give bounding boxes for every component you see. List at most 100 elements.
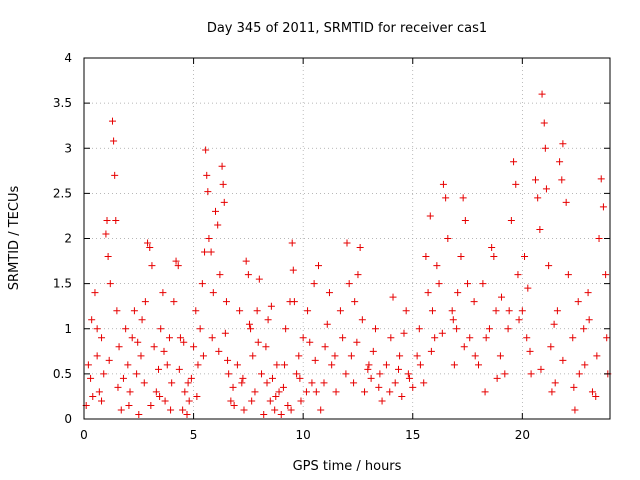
data-point — [442, 194, 450, 202]
data-point — [524, 284, 532, 292]
data-point — [306, 338, 314, 346]
data-point — [180, 338, 188, 346]
data-point — [438, 329, 446, 337]
data-point — [321, 343, 329, 351]
data-point — [460, 343, 468, 351]
data-point — [167, 406, 175, 414]
data-point — [328, 361, 336, 369]
data-point — [542, 185, 550, 193]
data-point — [281, 361, 289, 369]
data-point — [350, 379, 358, 387]
data-point — [537, 365, 545, 373]
data-point — [369, 347, 377, 355]
data-point — [479, 280, 487, 288]
data-point — [88, 316, 96, 324]
data-point — [485, 325, 493, 333]
data-point — [277, 410, 285, 418]
data-point — [320, 379, 328, 387]
data-point — [238, 379, 246, 387]
data-point — [599, 203, 607, 211]
data-point — [413, 352, 421, 360]
data-point — [523, 334, 531, 342]
data-point — [289, 266, 297, 274]
data-point — [196, 325, 204, 333]
data-point — [104, 253, 112, 261]
data-point — [272, 392, 280, 400]
data-point — [254, 338, 262, 346]
data-point — [339, 334, 347, 342]
data-point — [558, 176, 566, 184]
data-point — [574, 298, 582, 306]
data-point — [141, 298, 149, 306]
data-point — [536, 225, 544, 233]
data-point — [175, 365, 183, 373]
data-point — [571, 406, 579, 414]
data-point — [184, 379, 192, 387]
data-point — [325, 289, 333, 297]
data-point — [559, 140, 567, 148]
data-point — [156, 392, 164, 400]
data-point — [207, 248, 215, 256]
data-point — [581, 361, 589, 369]
data-point — [312, 388, 320, 396]
data-point — [163, 361, 171, 369]
data-point — [106, 280, 114, 288]
data-point — [161, 397, 169, 405]
data-point — [98, 334, 106, 342]
data-point — [124, 361, 132, 369]
data-point — [179, 406, 187, 414]
data-point — [375, 383, 383, 391]
data-point — [521, 253, 529, 261]
data-point — [317, 406, 325, 414]
data-point — [345, 280, 353, 288]
data-point — [361, 388, 369, 396]
data-point — [199, 352, 207, 360]
y-axis-label: SRMTID / TECUs — [7, 186, 22, 291]
y-tick-label: 3 — [64, 141, 72, 155]
data-point — [371, 325, 379, 333]
data-point — [263, 379, 271, 387]
data-point — [244, 271, 252, 279]
data-point — [602, 271, 610, 279]
data-point — [105, 356, 113, 364]
data-point — [181, 388, 189, 396]
data-point — [279, 383, 287, 391]
data-point — [100, 370, 108, 378]
data-point — [498, 293, 506, 301]
data-point — [308, 379, 316, 387]
data-point — [444, 235, 452, 242]
data-point — [488, 244, 496, 252]
data-point — [389, 293, 397, 301]
data-point — [367, 374, 375, 382]
data-point — [405, 374, 413, 382]
data-point — [87, 374, 95, 382]
data-point — [402, 307, 410, 315]
data-point — [461, 216, 469, 224]
data-point — [310, 280, 318, 288]
data-point — [490, 253, 498, 261]
data-point — [597, 175, 605, 183]
data-point — [150, 343, 158, 351]
data-point — [580, 325, 588, 333]
data-point — [435, 280, 443, 288]
data-point — [603, 334, 611, 342]
data-point — [518, 307, 526, 315]
data-point — [138, 316, 146, 324]
data-point — [113, 307, 121, 315]
data-point — [428, 307, 436, 315]
data-point — [222, 298, 230, 306]
data-point — [248, 397, 256, 405]
x-tick-label: 0 — [80, 428, 88, 442]
y-tick-label: 1 — [64, 322, 72, 336]
data-point — [91, 289, 99, 297]
data-point — [268, 374, 276, 382]
data-point — [426, 212, 434, 220]
data-point — [416, 361, 424, 369]
data-point — [400, 329, 408, 337]
data-point — [264, 316, 272, 324]
data-point — [475, 361, 482, 369]
data-point — [541, 144, 549, 152]
data-point — [351, 298, 359, 306]
data-point — [564, 271, 572, 279]
